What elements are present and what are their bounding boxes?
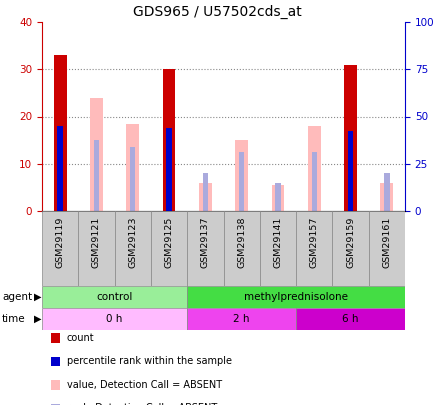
Bar bbox=[93, 140, 99, 211]
Bar bbox=[383, 173, 389, 211]
Bar bbox=[223, 211, 259, 286]
Bar bbox=[259, 211, 296, 286]
Text: ▶: ▶ bbox=[33, 292, 41, 302]
Text: rank, Detection Call = ABSENT: rank, Detection Call = ABSENT bbox=[67, 403, 217, 405]
Text: 2 h: 2 h bbox=[233, 314, 249, 324]
Text: 6 h: 6 h bbox=[342, 314, 358, 324]
Bar bbox=[368, 211, 404, 286]
Bar bbox=[114, 211, 151, 286]
Bar bbox=[162, 69, 175, 211]
Bar bbox=[347, 131, 352, 211]
Bar bbox=[42, 211, 78, 286]
Text: ▶: ▶ bbox=[33, 314, 41, 324]
Bar bbox=[187, 286, 404, 308]
Bar bbox=[90, 98, 102, 211]
Text: count: count bbox=[67, 333, 94, 343]
Text: GSM29119: GSM29119 bbox=[56, 217, 65, 269]
Bar bbox=[187, 211, 223, 286]
Bar bbox=[380, 183, 392, 211]
Bar bbox=[126, 124, 139, 211]
Bar bbox=[57, 126, 63, 211]
Text: value, Detection Call = ABSENT: value, Detection Call = ABSENT bbox=[67, 380, 221, 390]
Bar bbox=[130, 147, 135, 211]
Bar bbox=[271, 185, 284, 211]
Bar bbox=[296, 308, 404, 330]
Text: GSM29123: GSM29123 bbox=[128, 217, 137, 269]
Bar bbox=[296, 211, 332, 286]
Bar bbox=[235, 140, 247, 211]
Text: GDS965 / U57502cds_at: GDS965 / U57502cds_at bbox=[133, 5, 301, 19]
Bar bbox=[42, 286, 187, 308]
Bar bbox=[198, 183, 211, 211]
Bar bbox=[42, 308, 187, 330]
Text: time: time bbox=[2, 314, 26, 324]
Text: GSM29121: GSM29121 bbox=[92, 217, 101, 269]
Text: agent: agent bbox=[2, 292, 32, 302]
Bar bbox=[54, 55, 66, 211]
Bar bbox=[238, 152, 244, 211]
Text: 0 h: 0 h bbox=[106, 314, 122, 324]
Text: GSM29141: GSM29141 bbox=[273, 217, 282, 269]
Bar bbox=[275, 183, 280, 211]
Text: GSM29161: GSM29161 bbox=[381, 217, 391, 269]
Text: GSM29137: GSM29137 bbox=[201, 217, 209, 269]
Bar bbox=[166, 128, 171, 211]
Bar bbox=[202, 173, 207, 211]
Bar bbox=[151, 211, 187, 286]
Text: GSM29138: GSM29138 bbox=[237, 217, 246, 269]
Text: percentile rank within the sample: percentile rank within the sample bbox=[67, 356, 231, 367]
Bar bbox=[332, 211, 368, 286]
Bar bbox=[187, 308, 296, 330]
Text: methylprednisolone: methylprednisolone bbox=[243, 292, 347, 302]
Bar bbox=[343, 64, 356, 211]
Bar bbox=[307, 126, 320, 211]
Text: GSM29157: GSM29157 bbox=[309, 217, 318, 269]
Bar bbox=[311, 152, 316, 211]
Bar bbox=[78, 211, 114, 286]
Text: control: control bbox=[96, 292, 132, 302]
Text: GSM29159: GSM29159 bbox=[345, 217, 354, 269]
Text: GSM29125: GSM29125 bbox=[164, 217, 173, 269]
